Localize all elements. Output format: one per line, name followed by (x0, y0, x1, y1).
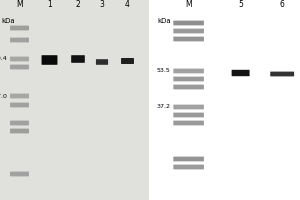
Text: 4: 4 (125, 0, 130, 9)
FancyBboxPatch shape (96, 59, 108, 65)
FancyBboxPatch shape (10, 172, 29, 176)
Text: kDa: kDa (2, 18, 15, 24)
FancyBboxPatch shape (173, 121, 204, 125)
Text: M: M (16, 0, 23, 9)
Text: 1: 1 (47, 0, 52, 9)
FancyBboxPatch shape (173, 113, 204, 117)
FancyBboxPatch shape (173, 69, 204, 73)
FancyBboxPatch shape (10, 38, 29, 42)
Text: kDa: kDa (158, 18, 171, 24)
FancyBboxPatch shape (41, 55, 58, 65)
Text: 6: 6 (280, 0, 285, 9)
Text: 37.2: 37.2 (157, 104, 171, 110)
FancyBboxPatch shape (232, 70, 250, 76)
FancyBboxPatch shape (10, 129, 29, 133)
Text: 53.5: 53.5 (157, 68, 171, 73)
Text: M: M (185, 0, 192, 9)
Text: 50.4: 50.4 (0, 56, 8, 62)
FancyBboxPatch shape (10, 26, 29, 30)
FancyBboxPatch shape (173, 85, 204, 89)
Text: 3: 3 (100, 0, 104, 9)
Bar (0, 0, 149, 200)
Text: 37.0: 37.0 (0, 94, 8, 98)
FancyBboxPatch shape (173, 165, 204, 169)
FancyBboxPatch shape (10, 94, 29, 98)
FancyBboxPatch shape (173, 37, 204, 41)
FancyBboxPatch shape (173, 157, 204, 161)
FancyBboxPatch shape (173, 77, 204, 81)
Text: 2: 2 (76, 0, 80, 9)
FancyBboxPatch shape (71, 55, 85, 63)
FancyBboxPatch shape (121, 58, 134, 64)
FancyBboxPatch shape (10, 103, 29, 107)
FancyBboxPatch shape (173, 29, 204, 33)
FancyBboxPatch shape (10, 121, 29, 125)
FancyBboxPatch shape (173, 105, 204, 109)
FancyBboxPatch shape (10, 57, 29, 61)
FancyBboxPatch shape (10, 65, 29, 69)
FancyBboxPatch shape (270, 72, 294, 76)
FancyBboxPatch shape (173, 21, 204, 25)
Text: 5: 5 (238, 0, 243, 9)
